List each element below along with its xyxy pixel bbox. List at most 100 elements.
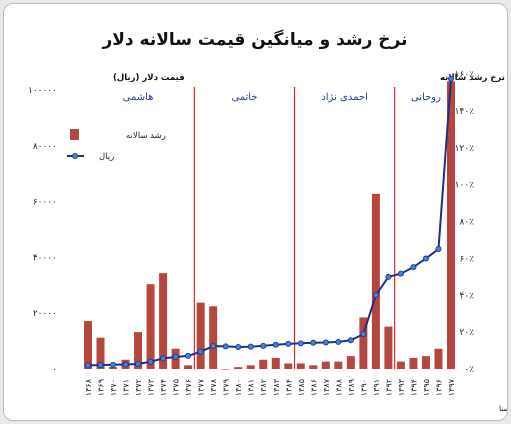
era-label-4: روحانی [411, 92, 441, 103]
rial-point [197, 348, 204, 355]
era-label-3: احمدی نژاد [321, 92, 368, 103]
growth-bar [184, 365, 193, 369]
right-tick-label: ۶۰٪ [459, 254, 474, 264]
x-tick-label: ۱۳۷۶ [184, 379, 193, 396]
rial-point [335, 338, 342, 345]
left-tick-label: ۴۰۰۰۰ [33, 253, 57, 263]
chart-title: نرخ رشد و میانگین قیمت سالانه دلار [101, 29, 407, 50]
x-tick-label: ۱۳۸۱ [247, 379, 256, 396]
growth-bar [321, 361, 330, 369]
rial-point [260, 342, 267, 349]
rial-point [410, 264, 417, 271]
growth-bar [384, 326, 393, 369]
x-tick-label: ۱۳۶۹ [97, 379, 106, 396]
growth-bar [296, 363, 305, 369]
growth-bar [259, 359, 268, 369]
left-tick-label: ۶۰۰۰۰ [33, 198, 57, 208]
x-tick-label: ۱۳۸۰ [234, 379, 243, 396]
right-axis-ticks: ۰٪ ۲۰٪ ۴۰٪ ۶۰٪ ۸۰٪ ۱۰۰٪ ۱۲۰٪ ۱۴۰٪ ۱۶۰٪ [455, 70, 475, 375]
right-tick-label: ۲۰٪ [459, 328, 474, 338]
x-tick-label: ۱۳۸۷ [322, 378, 331, 396]
growth-bar [284, 363, 293, 369]
x-tick-label: ۱۳۷۱ [122, 379, 131, 396]
growth-bar [421, 356, 430, 369]
x-tick-label: ۱۳۹۷ [447, 378, 456, 396]
legend-bar-label: رشد سالانه [126, 131, 166, 141]
x-tick-label: ۱۳۹۲ [384, 379, 393, 396]
rial-point [385, 273, 392, 280]
era-label-1: هاشمی [123, 92, 154, 103]
x-axis-ticks: ۱۳۶۸ ۱۳۶۹ ۱۳۷۰ ۱۳۷۱ ۱۳۷۲ ۱۳۷۳ ۱۳۷۴ ۱۳۷۵ ۱۳۷۶ ۱۳۷۷… [84, 378, 456, 396]
rial-point [435, 246, 442, 253]
rial-point [122, 361, 129, 368]
rial-point [85, 362, 92, 369]
rial-point [247, 343, 254, 350]
growth-bar [146, 284, 155, 369]
growth-bars [84, 81, 455, 370]
rial-point [447, 75, 454, 82]
x-tick-label: ۱۳۸۲ [259, 379, 268, 396]
rial-point [235, 343, 242, 350]
era-label-2: خاتمی [231, 92, 257, 103]
x-tick-label: ۱۳۹۱ [372, 379, 381, 396]
right-tick-label: ۰٪ [464, 365, 474, 375]
rial-point [135, 360, 142, 367]
legend-line-marker [72, 152, 79, 159]
growth-bar [234, 367, 243, 369]
x-tick-label: ۱۳۹۵ [422, 379, 431, 396]
growth-bar [434, 348, 443, 369]
right-tick-label: ۱۶۰٪ [455, 70, 475, 80]
x-tick-label: ۱۳۸۴ [284, 379, 293, 396]
rial-point [422, 255, 429, 262]
right-tick-label: ۱۰۰٪ [455, 181, 475, 191]
growth-bar [134, 332, 143, 369]
rial-point [185, 352, 192, 359]
growth-bar [96, 337, 105, 369]
rial-point [210, 343, 217, 350]
rial-point [147, 358, 154, 365]
x-tick-label: ۱۳۷۰ [109, 379, 118, 396]
rial-point [97, 362, 104, 369]
growth-bar [221, 369, 230, 370]
rial-point [372, 292, 379, 299]
x-tick-label: ۱۳۹۰ [359, 379, 368, 396]
growth-bar [409, 357, 418, 369]
x-tick-label: ۱۳۹۴ [409, 379, 418, 396]
x-tick-label: ۱۳۷۷ [197, 378, 206, 396]
rial-price-line [85, 75, 454, 369]
x-tick-label: ۱۳۶۸ [84, 378, 93, 396]
rial-point [160, 355, 167, 362]
right-tick-label: ۴۰٪ [459, 291, 474, 301]
growth-bar [84, 321, 92, 369]
x-tick-label: ۱۳۹۳ [397, 378, 406, 396]
x-tick-label: ۱۳۷۵ [172, 379, 181, 396]
growth-bar [359, 317, 368, 369]
legend-line-label: ریال [99, 152, 114, 162]
growth-bar [109, 367, 118, 369]
growth-bar [334, 361, 343, 369]
x-tick-label: ۱۳۷۳ [147, 378, 156, 396]
rial-point [172, 354, 179, 361]
x-tick-label: ۱۳۸۶ [309, 379, 318, 396]
growth-bar [396, 361, 405, 369]
x-tick-label: ۱۳۸۹ [347, 379, 356, 396]
rial-point [297, 340, 304, 347]
rial-point [322, 339, 329, 346]
x-tick-label: ۱۳۸۵ [297, 379, 306, 396]
growth-bar [447, 81, 455, 369]
growth-bar [371, 193, 380, 369]
era-labels: هاشمی خاتمی احمدی نژاد روحانی [123, 92, 441, 103]
left-tick-label: ۱۰۰۰۰۰ [28, 86, 57, 96]
growth-bar [246, 365, 255, 369]
right-axis-label: نرخ رشد سالانه [440, 73, 505, 83]
legend: رشد سالانه ریال [67, 129, 166, 162]
x-tick-label: ۱۳۸۸ [334, 378, 343, 396]
x-tick-label: ۱۳۷۹ [222, 379, 231, 396]
rial-point [272, 341, 279, 348]
left-tick-label: ۰ [52, 365, 57, 375]
x-tick-label: ۱۳۹۶ [434, 379, 443, 396]
growth-bar [159, 273, 168, 369]
growth-bar [209, 306, 218, 369]
rial-point [347, 337, 354, 344]
growth-bar [309, 365, 318, 369]
